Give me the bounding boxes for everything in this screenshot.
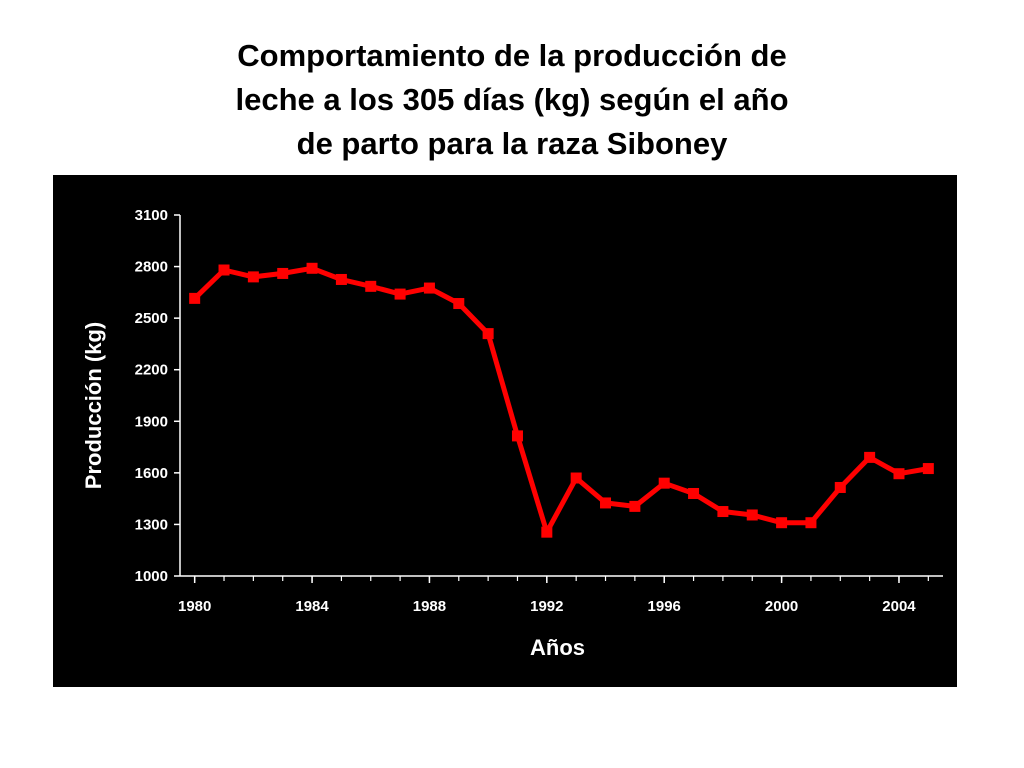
y-tick-label: 1000 — [135, 568, 168, 585]
series-production — [189, 262, 934, 538]
data-point — [746, 509, 758, 521]
data-point — [688, 487, 700, 499]
axes: 1000 1300 1600 1900 2200 2500 2800 3100 1980 1984… — [135, 207, 943, 615]
data-point — [600, 497, 612, 509]
data-point — [776, 517, 788, 529]
data-point — [394, 288, 406, 300]
data-point — [423, 282, 435, 294]
y-tick-label: 1900 — [135, 413, 168, 430]
data-point — [629, 500, 641, 512]
data-point — [834, 481, 846, 493]
slide-title-line: leche a los 305 días (kg) según el año — [235, 82, 789, 117]
data-point — [277, 267, 289, 279]
y-axis-title: Producción (kg) — [81, 322, 106, 489]
line-chart: 1000 1300 1600 1900 2200 2500 2800 3100 1980 1984… — [81, 207, 943, 660]
x-tick-label: 1992 — [530, 598, 563, 615]
data-point — [541, 526, 553, 538]
data-point — [570, 472, 582, 484]
data-point — [805, 517, 817, 529]
chart-panel: 1000 1300 1600 1900 2200 2500 2800 3100 1980 1984… — [53, 175, 957, 687]
data-point — [717, 506, 729, 518]
slide-title-line: Comportamiento de la producción de — [237, 38, 787, 73]
series-line — [192, 265, 931, 535]
y-tick-label: 3100 — [135, 207, 168, 224]
data-point — [306, 262, 318, 274]
x-tick-label: 2000 — [765, 598, 798, 615]
data-point — [658, 477, 670, 489]
y-tick-label: 2500 — [135, 310, 168, 327]
data-point — [218, 264, 230, 276]
slide-title: Comportamiento de la producción de leche… — [120, 34, 904, 166]
data-point — [247, 271, 259, 283]
y-tick-label: 1300 — [135, 516, 168, 533]
data-point — [482, 328, 494, 340]
y-tick-label: 2800 — [135, 259, 168, 276]
x-tick-label: 1984 — [295, 598, 329, 615]
data-point — [453, 298, 465, 310]
x-axis-title: Años — [530, 635, 585, 660]
data-point — [365, 280, 377, 292]
data-point — [922, 463, 934, 475]
x-tick-label: 2004 — [882, 598, 916, 615]
slide-title-line: de parto para la raza Siboney — [296, 126, 728, 161]
data-point — [864, 451, 876, 463]
data-point — [335, 273, 347, 285]
data-point — [511, 430, 523, 442]
data-point — [189, 292, 201, 304]
x-tick-label: 1988 — [413, 598, 446, 615]
y-tick-label: 1600 — [135, 465, 168, 482]
x-tick-label: 1996 — [648, 598, 681, 615]
data-point — [893, 468, 905, 480]
y-tick-label: 2200 — [135, 362, 168, 379]
x-tick-label: 1980 — [178, 598, 211, 615]
